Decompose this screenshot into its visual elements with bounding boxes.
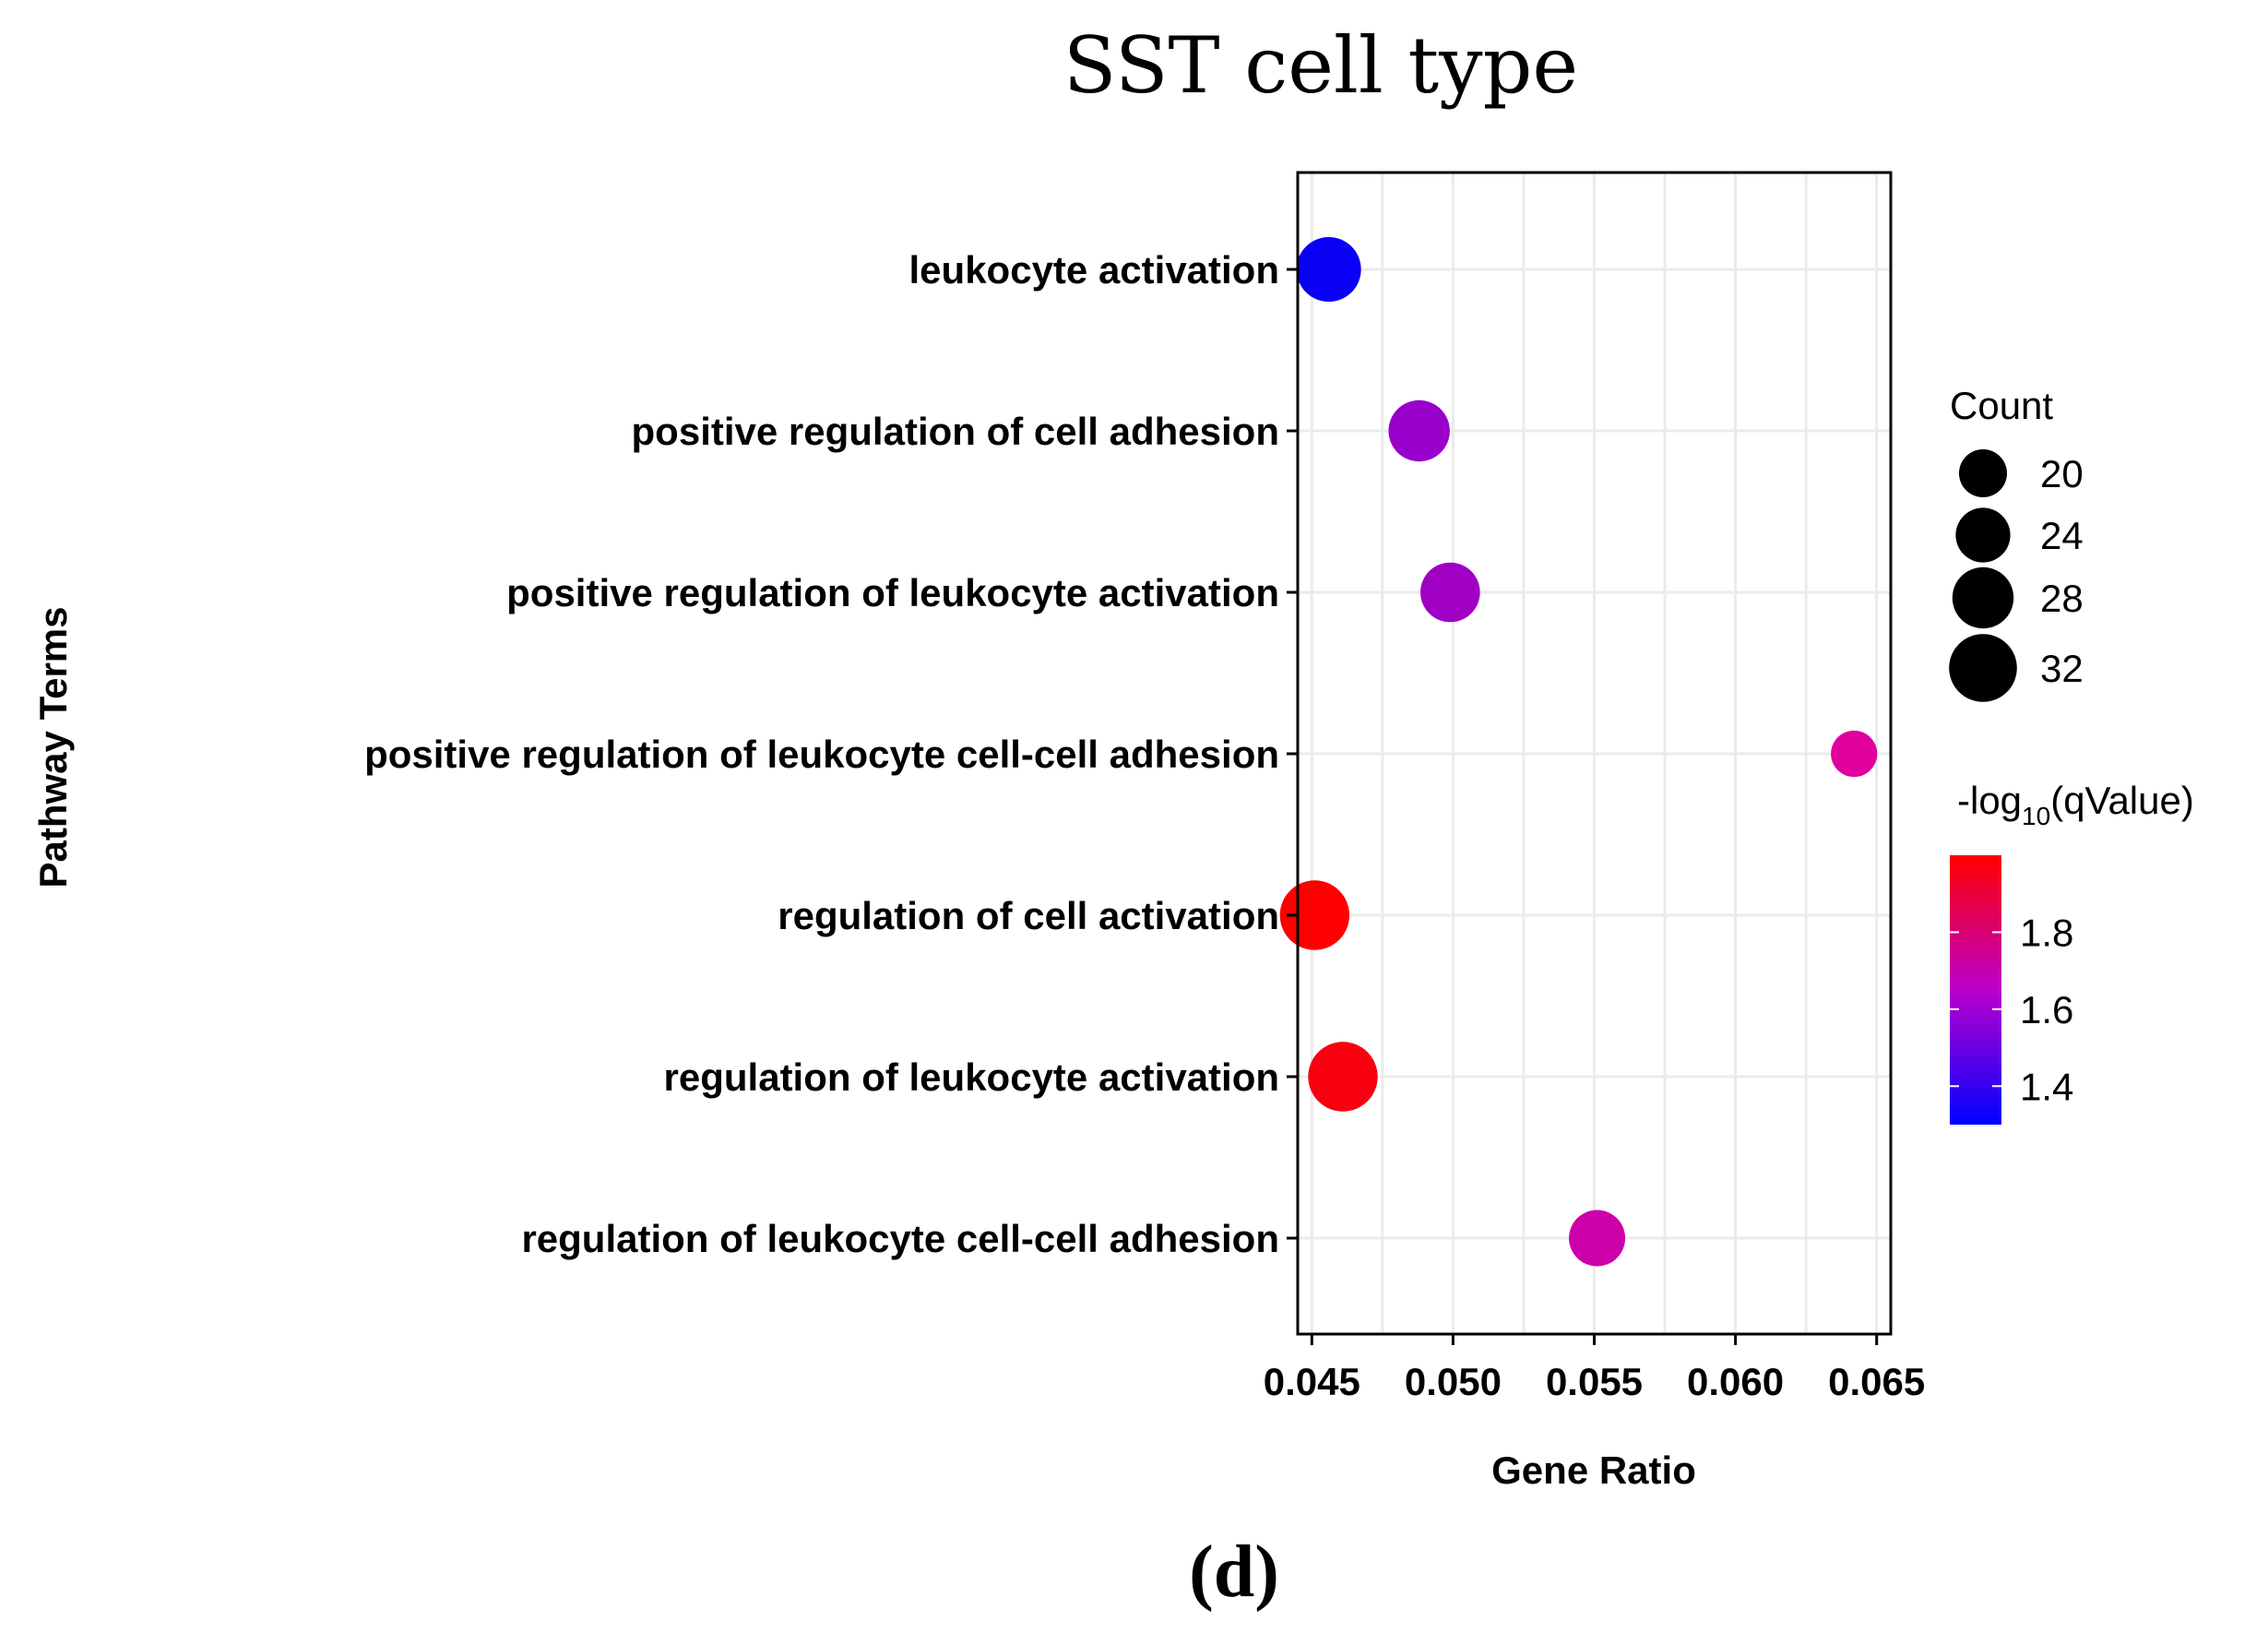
size-legend-key (1949, 634, 2017, 702)
size-legend-key (1955, 507, 2011, 563)
category-label: positive regulation of leukocyte cell-ce… (364, 733, 1279, 776)
size-legend-key (1959, 449, 2007, 497)
color-legend-label: 1.4 (2020, 1065, 2073, 1108)
data-points (1279, 237, 1878, 1267)
legend-size-title: Count (1950, 384, 2053, 427)
chart-title: SST cell type (1063, 20, 1578, 111)
x-tick-label: 0.045 (1264, 1360, 1360, 1403)
data-point (1831, 730, 1878, 778)
size-legend-key (1952, 566, 2014, 629)
x-axis-ticks: 0.045 0.050 0.055 0.060 0.065 (1264, 1334, 1925, 1403)
color-scale-bar (1950, 855, 2001, 1125)
x-tick-label: 0.055 (1546, 1360, 1643, 1403)
category-label: regulation of leukocyte cell-cell adhesi… (521, 1217, 1279, 1260)
legend-size: Count 20 24 28 32 (1949, 384, 2084, 702)
x-tick-label: 0.065 (1828, 1360, 1925, 1403)
color-legend-label: 1.6 (2020, 988, 2073, 1031)
category-labels: leukocyte activation positive regulation … (364, 248, 1298, 1260)
size-legend-label: 28 (2040, 577, 2084, 620)
data-point (1420, 562, 1480, 623)
legend-color-title: -log10(qValue) (1957, 779, 2194, 830)
x-axis-title: Gene Ratio (1491, 1448, 1696, 1492)
category-label: leukocyte activation (909, 248, 1279, 292)
grid-lines (1298, 173, 1891, 1334)
data-point (1388, 399, 1450, 462)
panel-label: (d) (1189, 1532, 1279, 1613)
data-point (1296, 237, 1361, 302)
size-legend-label: 24 (2040, 514, 2084, 557)
x-tick-label: 0.050 (1405, 1360, 1502, 1403)
size-legend-label: 32 (2040, 647, 2084, 690)
y-axis-title: Pathway Terms (31, 606, 75, 888)
category-label: positive regulation of cell adhesion (632, 410, 1279, 453)
category-label: regulation of leukocyte activation (664, 1055, 1279, 1099)
data-point (1569, 1210, 1626, 1267)
data-point (1308, 1042, 1378, 1112)
x-tick-label: 0.060 (1687, 1360, 1784, 1403)
legend-color: -log10(qValue) 1.8 1.6 1.4 (1950, 779, 2194, 1125)
size-legend-label: 20 (2040, 452, 2084, 495)
category-label: positive regulation of leukocyte activat… (506, 571, 1279, 614)
color-legend-label: 1.8 (2020, 911, 2073, 954)
category-label: regulation of cell activation (778, 894, 1279, 937)
